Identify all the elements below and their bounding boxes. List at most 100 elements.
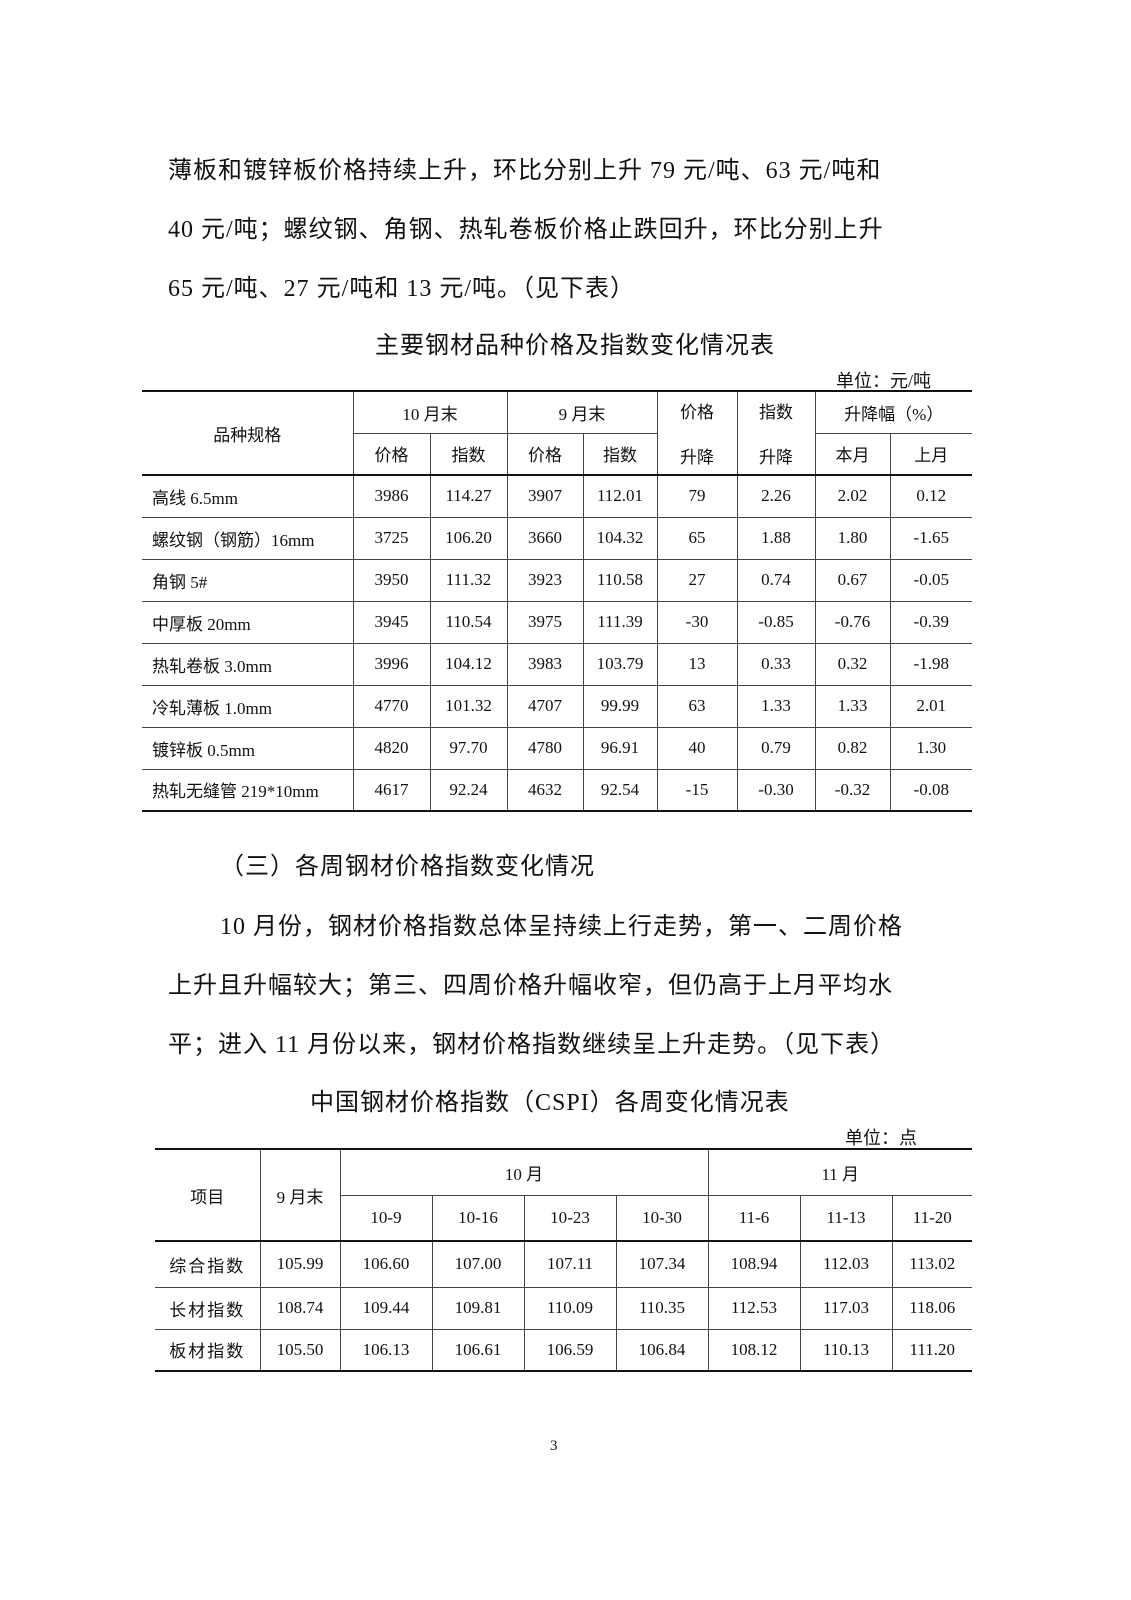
table-cell: 1.30 <box>889 726 973 770</box>
table-cell: 0.67 <box>814 558 891 602</box>
table-cell: -1.65 <box>889 516 973 560</box>
header-week: 10-30 <box>615 1194 709 1242</box>
table-cell: -0.30 <box>736 768 816 812</box>
table-cell: 63 <box>656 684 738 728</box>
header-sep-end: 9 月末 <box>259 1148 341 1242</box>
table-cell: 0.12 <box>889 474 973 518</box>
table-cell: 106.84 <box>615 1328 709 1372</box>
table-row: 长材指数 108.74 109.44 109.81 110.09 110.35 112.53… <box>155 1286 973 1330</box>
header-index-change-line2: 升降 <box>759 448 793 467</box>
header-week: 11-6 <box>707 1194 801 1242</box>
header-week: 10-23 <box>523 1194 617 1242</box>
table-cell: -0.76 <box>814 600 891 644</box>
intro-line: 薄板和镀锌板价格持续上升，环比分别上升 79 元/吨、63 元/吨和 <box>168 158 882 184</box>
table-cell: 4820 <box>352 726 431 770</box>
table-cell: 3725 <box>352 516 431 560</box>
table-cell: 117.03 <box>799 1286 893 1330</box>
table-cell: 0.79 <box>736 726 816 770</box>
table-cell: 111.39 <box>582 600 658 644</box>
row-label: 螺纹钢（钢筋）16mm <box>142 516 354 560</box>
table-cell: 92.54 <box>582 768 658 812</box>
table-cell: -0.85 <box>736 600 816 644</box>
para-line: 平；进入 11 月份以来，钢材价格指数继续呈上升走势。（见下表） <box>168 1032 896 1058</box>
table-cell: 118.06 <box>891 1286 973 1330</box>
header-index: 指数 <box>429 432 508 476</box>
table-cell: 106.59 <box>523 1328 617 1372</box>
table-cell: 3660 <box>506 516 584 560</box>
table-cell: 4770 <box>352 684 431 728</box>
table-cell: 110.35 <box>615 1286 709 1330</box>
row-label: 热轧卷板 3.0mm <box>142 642 354 686</box>
header-week: 10-9 <box>340 1194 433 1242</box>
table-cell: 112.01 <box>582 474 658 518</box>
table-cell: 111.32 <box>429 558 508 602</box>
table-cell: -0.08 <box>889 768 973 812</box>
table-cell: 113.02 <box>891 1240 973 1288</box>
table-cell: 107.00 <box>431 1240 525 1288</box>
table-cell: -30 <box>656 600 738 644</box>
table-cell: 3923 <box>506 558 584 602</box>
header-index-change: 指数 升降 <box>736 390 816 476</box>
table-cell: 0.32 <box>814 642 891 686</box>
header-sep-end: 9 月末 <box>506 390 658 434</box>
table-row: 板材指数 105.50 106.13 106.61 106.59 106.84 108.12… <box>155 1328 973 1372</box>
table-cell: 96.91 <box>582 726 658 770</box>
table-cell: 104.32 <box>582 516 658 560</box>
table-cell: 112.03 <box>799 1240 893 1288</box>
table-cell: 1.88 <box>736 516 816 560</box>
table-cell: 110.13 <box>799 1328 893 1372</box>
table-cell: 1.80 <box>814 516 891 560</box>
table-cell: 27 <box>656 558 738 602</box>
table-cell: 65 <box>656 516 738 560</box>
header-oct: 10 月 <box>339 1148 709 1196</box>
header-nov: 11 月 <box>707 1148 973 1196</box>
table-row: 热轧卷板 3.0mm 3996 104.12 3983 103.79 13 0.33 0.32… <box>142 642 973 686</box>
table-cell: 109.81 <box>431 1286 525 1330</box>
week-header-row: 10-9 10-16 10-23 10-30 11-6 11-13 11-20 <box>155 1194 973 1242</box>
header-index-change-line1: 指数 <box>759 403 793 422</box>
table-row: 高线 6.5mm 3986 114.27 3907 112.01 79 2.26 2.02 0.… <box>142 474 973 518</box>
table-cell: 110.09 <box>523 1286 617 1330</box>
header-pct: 升降幅（%） <box>814 390 973 434</box>
table-cell: 106.13 <box>339 1328 433 1372</box>
table-cell: 105.99 <box>259 1240 341 1288</box>
table-cell: 110.54 <box>429 600 508 644</box>
table-cell: 110.58 <box>582 558 658 602</box>
table1-unit: 单位：元/吨 <box>836 371 932 391</box>
row-label: 冷轧薄板 1.0mm <box>142 684 354 728</box>
cspi-weekly-table: 项目 9 月末 10 月 11 月 10-9 10-16 10-23 10-30 11-… <box>155 1148 973 1372</box>
table-row: 综合指数 105.99 106.60 107.00 107.11 107.34 108.94… <box>155 1240 973 1288</box>
table-cell: 4780 <box>506 726 584 770</box>
table-cell: 0.82 <box>814 726 891 770</box>
table-cell: 79 <box>656 474 738 518</box>
table-cell: 108.12 <box>707 1328 801 1372</box>
intro-line: 65 元/吨、27 元/吨和 13 元/吨。（见下表） <box>168 276 636 302</box>
header-week: 10-16 <box>431 1194 525 1242</box>
table-cell: 108.94 <box>707 1240 801 1288</box>
table-cell: 4617 <box>352 768 431 812</box>
table-cell: 3975 <box>506 600 584 644</box>
table-cell: 1.33 <box>736 684 816 728</box>
table-cell: 111.20 <box>891 1328 973 1372</box>
table-cell: 103.79 <box>582 642 658 686</box>
table-cell: 3986 <box>352 474 431 518</box>
table-cell: 92.24 <box>429 768 508 812</box>
table-cell: 104.12 <box>429 642 508 686</box>
table-cell: 101.32 <box>429 684 508 728</box>
header-item: 项目 <box>155 1148 261 1242</box>
row-label: 板材指数 <box>155 1328 261 1372</box>
table-cell: 107.11 <box>523 1240 617 1288</box>
table-cell: 4632 <box>506 768 584 812</box>
table-cell: -0.32 <box>814 768 891 812</box>
page-number: 3 <box>550 1438 558 1454</box>
table-cell: 112.53 <box>707 1286 801 1330</box>
para-line: 10 月份，钢材价格指数总体呈持续上行走势，第一、二周价格 <box>220 914 903 940</box>
table-row: 冷轧薄板 1.0mm 4770 101.32 4707 99.99 63 1.33 1.33 2… <box>142 684 973 728</box>
table-row: 角钢 5# 3950 111.32 3923 110.58 27 0.74 0.67 -0.05 <box>142 558 973 602</box>
table-cell: 2.02 <box>814 474 891 518</box>
table-cell: 3950 <box>352 558 431 602</box>
table-cell: -1.98 <box>889 642 973 686</box>
table-cell: 109.44 <box>339 1286 433 1330</box>
row-label: 长材指数 <box>155 1286 261 1330</box>
header-this-month: 本月 <box>814 432 891 476</box>
